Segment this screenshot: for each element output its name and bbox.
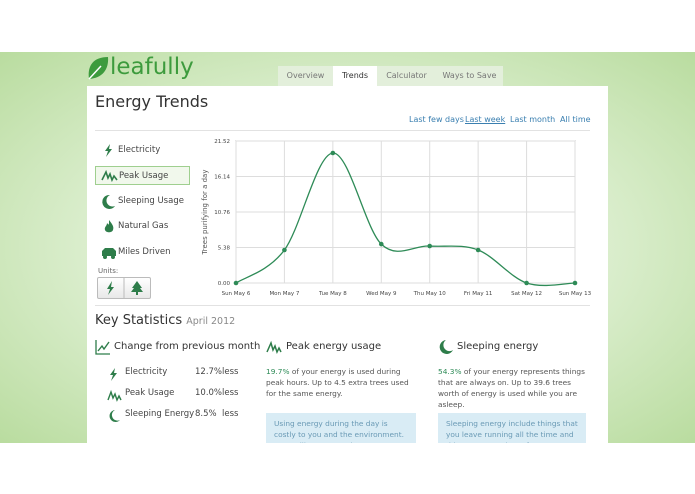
divider — [95, 130, 590, 131]
range-link[interactable]: Last month — [510, 115, 556, 124]
sidebar-label: Peak Usage — [119, 171, 169, 181]
page-title: Energy Trends — [95, 92, 209, 111]
section-title: Key Statistics April 2012 — [95, 313, 235, 328]
paragraph-text: of your energy is used during peak hours… — [266, 367, 409, 398]
paragraph: 19.7% of your energy is used during peak… — [266, 366, 418, 399]
sidebar-label: Sleeping Usage — [118, 196, 184, 206]
paragraph: 54.3% of your energy represents things t… — [438, 366, 590, 410]
y-tick-label: 10.76 — [214, 210, 230, 216]
x-tick-label: Mon May 7 — [269, 291, 299, 297]
point — [427, 243, 433, 249]
tab-active[interactable]: Trends — [333, 66, 377, 86]
row-label: Sleeping Energy — [125, 409, 195, 419]
row-label: Electricity — [125, 367, 168, 377]
x-tick-label: Thu May 10 — [413, 291, 447, 297]
x-tick-label: Sun May 6 — [222, 291, 251, 297]
units-toggle[interactable] — [97, 277, 151, 299]
x-tick-label: Wed May 9 — [366, 291, 397, 297]
y-tick-label: 16.14 — [214, 175, 230, 181]
trend-icon — [95, 340, 110, 355]
divider — [95, 305, 590, 306]
sidebar-item[interactable]: Miles Driven — [95, 243, 190, 262]
row-icon — [107, 409, 122, 427]
sidebar-item-selected[interactable]: Peak Usage — [95, 166, 190, 185]
bottom-band — [0, 443, 695, 494]
x-tick-label: Tue May 8 — [318, 291, 347, 297]
sidebar-item[interactable]: Electricity — [95, 141, 190, 160]
y-tick-label: 0.00 — [218, 281, 231, 287]
x-tick-label: Sun May 13 — [559, 291, 592, 297]
point — [524, 280, 529, 286]
logo: leafully — [110, 54, 194, 80]
row-unit: less — [222, 367, 239, 377]
x-tick-label: Fri May 11 — [464, 291, 492, 297]
tab[interactable]: Calculator — [377, 66, 436, 86]
units-label: Units: — [98, 267, 119, 275]
section-title-text: Key Statistics — [95, 313, 183, 328]
column-heading: Peak energy usage — [286, 341, 382, 352]
column-heading: Change from previous month — [114, 341, 261, 352]
point — [282, 247, 287, 253]
sleep-icon — [439, 340, 453, 354]
column-heading: Sleeping energy — [457, 341, 539, 352]
y-tick-label: 21.52 — [214, 139, 230, 145]
tab[interactable]: Overview — [278, 66, 333, 86]
y-axis-label: Trees purifying for a day — [201, 170, 209, 256]
sidebar-label: Natural Gas — [118, 221, 169, 231]
sidebar-label: Miles Driven — [118, 247, 171, 257]
point — [330, 150, 336, 156]
point — [233, 280, 239, 286]
row-value: 8.5% — [195, 409, 217, 419]
row-label: Peak Usage — [125, 388, 175, 398]
highlight: 54.3% — [438, 367, 462, 376]
y-tick-label: 5.38 — [218, 246, 231, 252]
tab[interactable]: Ways to Save — [436, 66, 503, 86]
row-icon — [107, 367, 122, 385]
sidebar-label: Electricity — [118, 145, 161, 155]
peak-icon — [266, 340, 282, 354]
row-value: 10.0% — [195, 388, 223, 398]
line — [235, 152, 576, 287]
point — [572, 280, 578, 286]
point — [475, 247, 481, 253]
range-link[interactable]: Last few days — [409, 115, 464, 124]
x-tick-label: Sat May 12 — [511, 291, 542, 297]
row-icon — [107, 388, 122, 406]
paragraph-text: of your energy represents things that ar… — [438, 367, 585, 409]
row-unit: less — [222, 388, 239, 398]
sidebar-item[interactable]: Natural Gas — [95, 217, 190, 236]
section-period: April 2012 — [186, 316, 236, 327]
row-value: 12.7% — [195, 367, 223, 377]
point — [378, 241, 384, 247]
highlight: 19.7% — [266, 367, 290, 376]
range-link[interactable]: All time — [560, 115, 591, 124]
row-unit: less — [222, 409, 239, 419]
range-link-active[interactable]: Last week — [465, 115, 506, 124]
logo-icon — [88, 57, 109, 80]
sidebar-item[interactable]: Sleeping Usage — [95, 192, 190, 211]
